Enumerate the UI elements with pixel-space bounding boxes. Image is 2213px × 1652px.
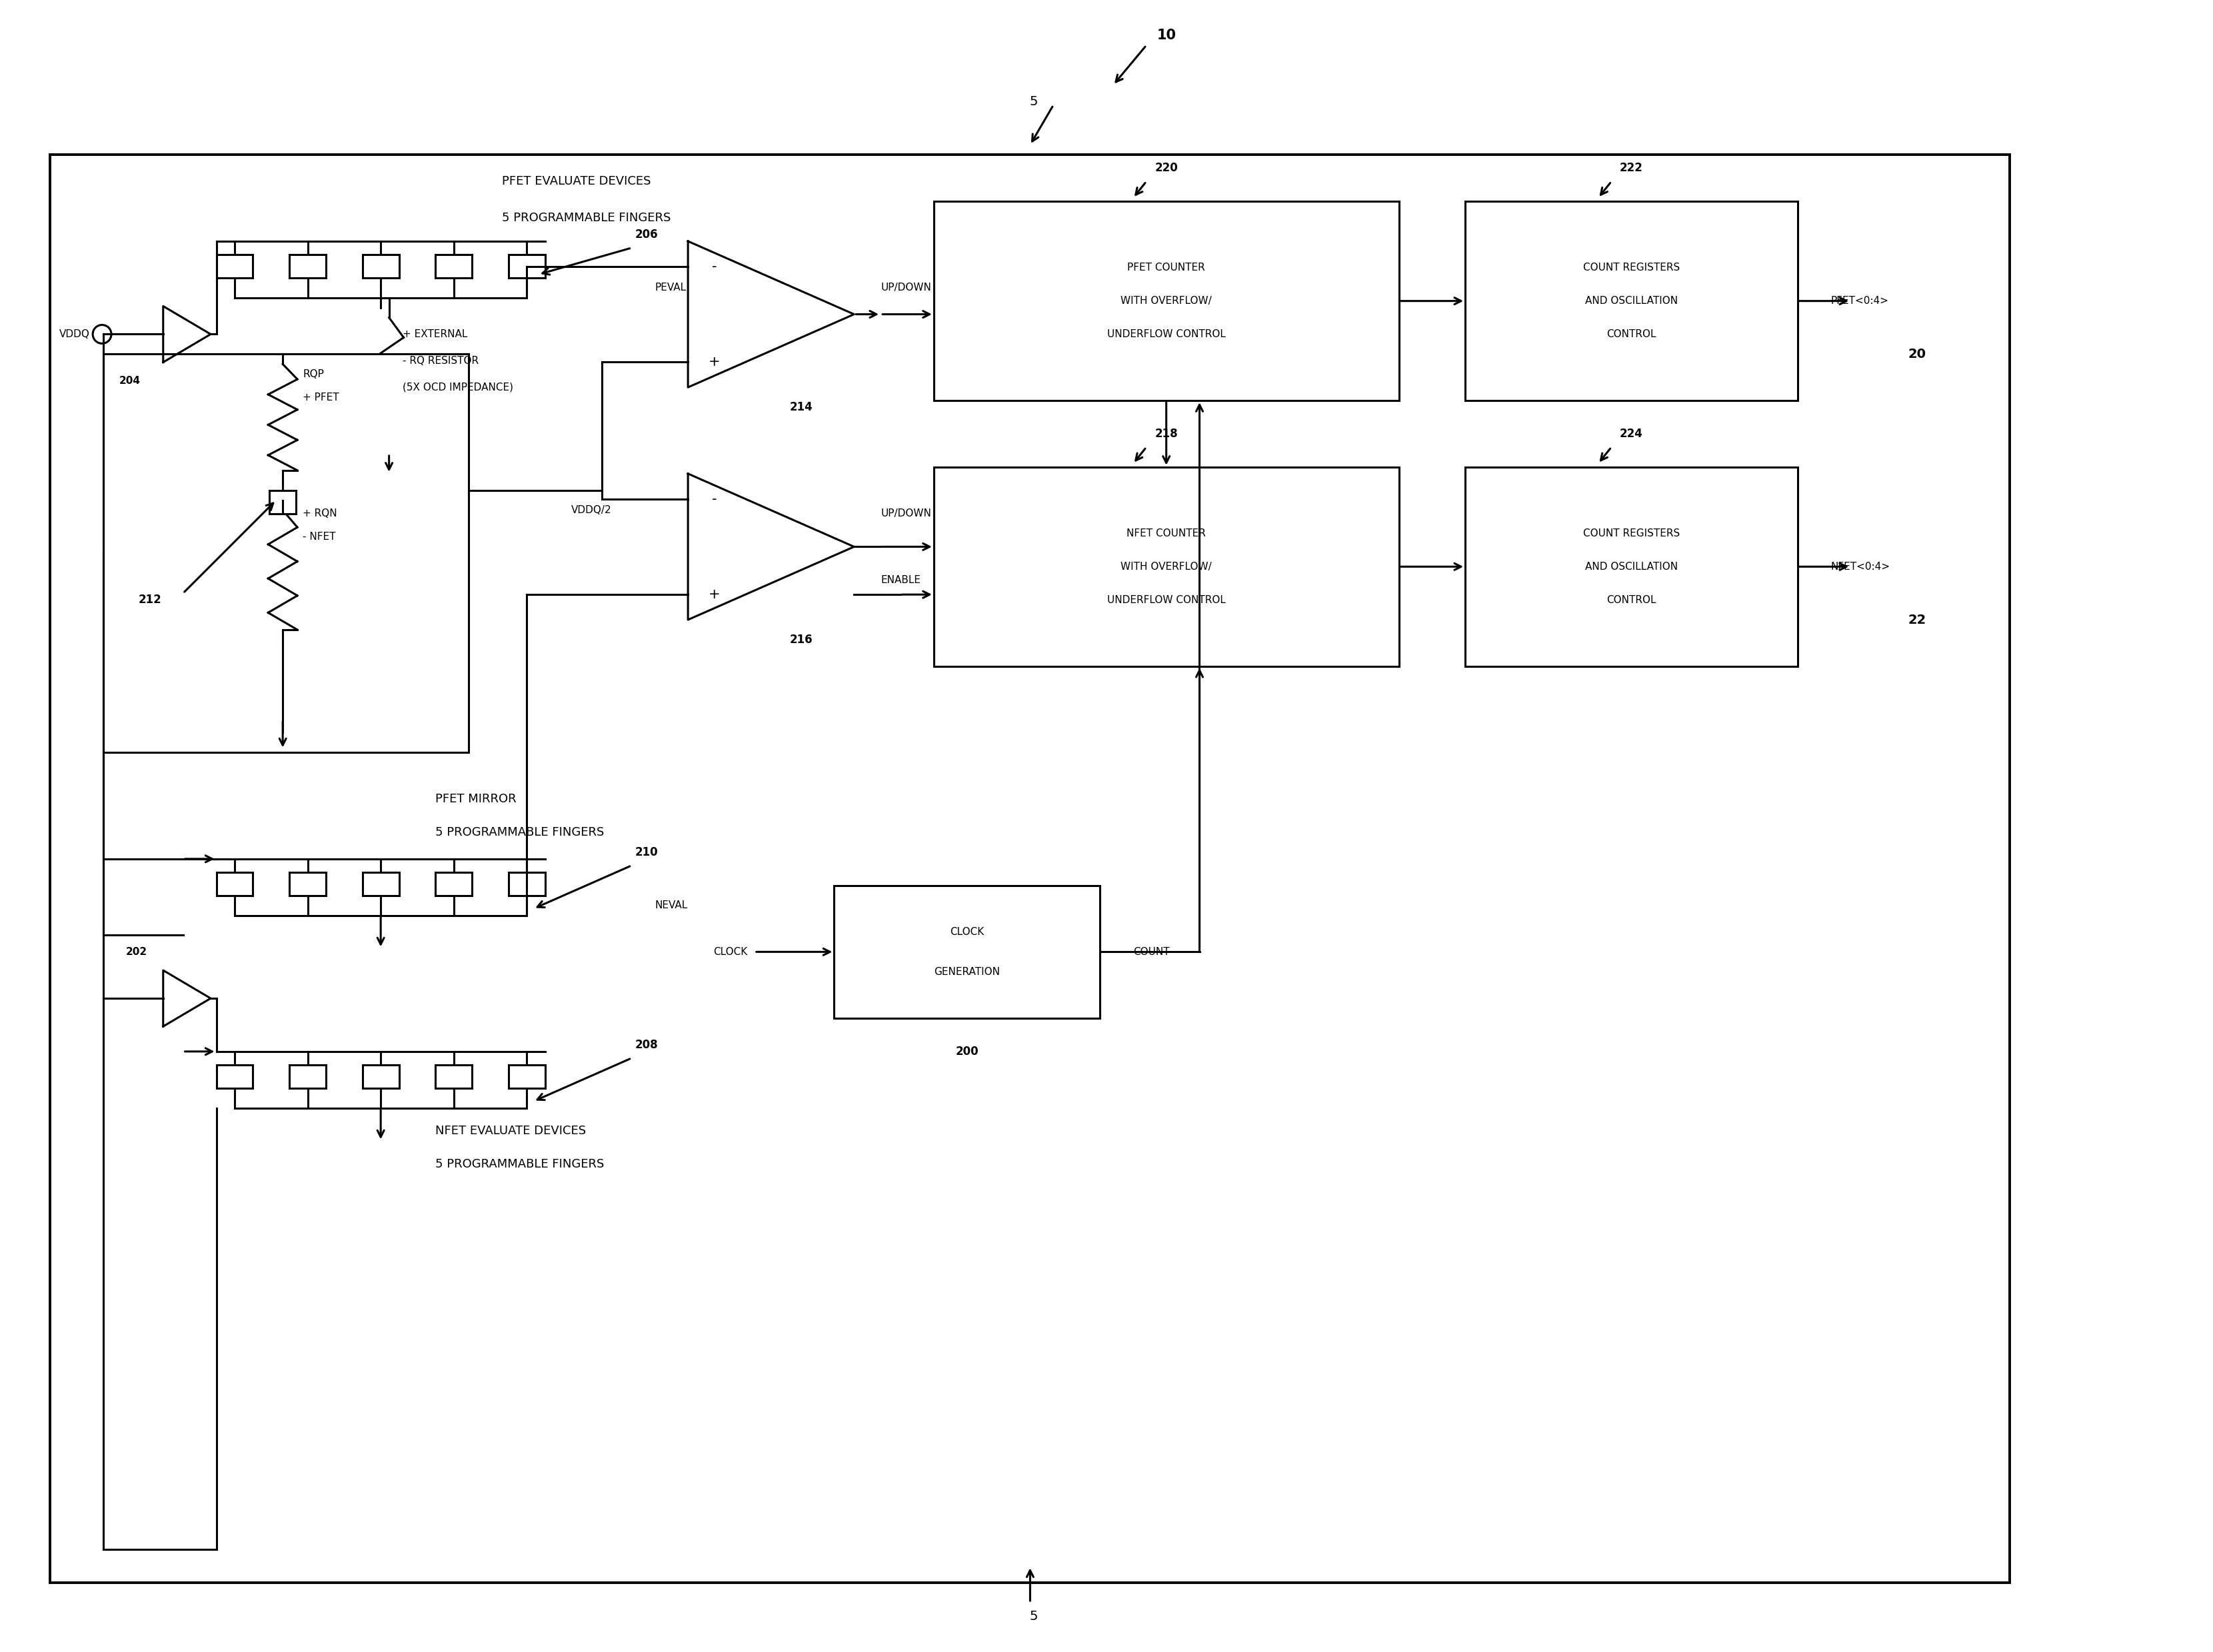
Text: 220: 220 bbox=[1155, 162, 1177, 173]
Text: 22: 22 bbox=[1908, 613, 1925, 626]
Text: +: + bbox=[708, 355, 721, 368]
Text: 20: 20 bbox=[1908, 349, 1925, 360]
Text: NFET EVALUATE DEVICES: NFET EVALUATE DEVICES bbox=[436, 1125, 586, 1137]
Text: COUNT REGISTERS: COUNT REGISTERS bbox=[1582, 529, 1680, 539]
Text: 222: 222 bbox=[1620, 162, 1642, 173]
Text: 224: 224 bbox=[1620, 428, 1642, 439]
Text: PFET MIRROR: PFET MIRROR bbox=[436, 793, 516, 805]
Bar bbox=[363, 254, 398, 278]
Text: COUNT: COUNT bbox=[1133, 947, 1168, 957]
Bar bbox=[436, 1066, 471, 1089]
Text: CLOCK: CLOCK bbox=[949, 927, 985, 937]
Polygon shape bbox=[164, 970, 210, 1026]
Text: ENABLE: ENABLE bbox=[881, 575, 921, 585]
Bar bbox=[1465, 468, 1797, 666]
Text: UP/DOWN: UP/DOWN bbox=[881, 509, 932, 519]
Text: PEVAL: PEVAL bbox=[655, 282, 686, 292]
Bar bbox=[217, 1066, 252, 1089]
Text: PFET<0:4>: PFET<0:4> bbox=[1830, 296, 1888, 306]
Text: CONTROL: CONTROL bbox=[1607, 329, 1655, 339]
Bar bbox=[509, 254, 544, 278]
Bar bbox=[834, 885, 1100, 1018]
Text: NFET COUNTER: NFET COUNTER bbox=[1126, 529, 1206, 539]
Text: GENERATION: GENERATION bbox=[934, 966, 1000, 976]
Text: PFET EVALUATE DEVICES: PFET EVALUATE DEVICES bbox=[502, 175, 651, 187]
Text: NEVAL: NEVAL bbox=[655, 900, 688, 910]
Text: UNDERFLOW CONTROL: UNDERFLOW CONTROL bbox=[1106, 329, 1226, 339]
Text: 5 PROGRAMMABLE FINGERS: 5 PROGRAMMABLE FINGERS bbox=[436, 826, 604, 838]
Text: CLOCK: CLOCK bbox=[713, 947, 748, 957]
Text: +: + bbox=[708, 588, 721, 601]
Text: + PFET: + PFET bbox=[303, 392, 339, 403]
Bar bbox=[104, 354, 469, 753]
Bar bbox=[290, 872, 325, 895]
Text: AND OSCILLATION: AND OSCILLATION bbox=[1585, 296, 1677, 306]
Text: COUNT REGISTERS: COUNT REGISTERS bbox=[1582, 263, 1680, 273]
Text: 214: 214 bbox=[790, 401, 812, 413]
Bar bbox=[436, 254, 471, 278]
Text: - RQ RESISTOR: - RQ RESISTOR bbox=[403, 355, 478, 365]
Bar bbox=[509, 872, 544, 895]
Text: WITH OVERFLOW/: WITH OVERFLOW/ bbox=[1120, 296, 1213, 306]
Text: UNDERFLOW CONTROL: UNDERFLOW CONTROL bbox=[1106, 595, 1226, 605]
Bar bbox=[934, 468, 1399, 666]
Text: 5 PROGRAMMABLE FINGERS: 5 PROGRAMMABLE FINGERS bbox=[436, 1158, 604, 1170]
Text: 202: 202 bbox=[126, 947, 148, 957]
Bar bbox=[509, 1066, 544, 1089]
Text: AND OSCILLATION: AND OSCILLATION bbox=[1585, 562, 1677, 572]
Text: 210: 210 bbox=[635, 846, 657, 859]
Text: VDDQ/2: VDDQ/2 bbox=[571, 506, 611, 515]
Text: VDDQ: VDDQ bbox=[60, 329, 91, 339]
Text: UP/DOWN: UP/DOWN bbox=[881, 282, 932, 292]
Text: NFET<0:4>: NFET<0:4> bbox=[1830, 562, 1890, 572]
Text: WITH OVERFLOW/: WITH OVERFLOW/ bbox=[1120, 562, 1213, 572]
Bar bbox=[290, 254, 325, 278]
Bar bbox=[217, 872, 252, 895]
Text: 216: 216 bbox=[790, 634, 812, 646]
Polygon shape bbox=[164, 306, 210, 362]
Text: 5: 5 bbox=[1029, 96, 1038, 107]
Text: (5X OCD IMPEDANCE): (5X OCD IMPEDANCE) bbox=[403, 382, 513, 392]
Polygon shape bbox=[688, 241, 854, 387]
Text: RQP: RQP bbox=[303, 368, 323, 378]
Text: -: - bbox=[713, 259, 717, 273]
Text: 5: 5 bbox=[1029, 1609, 1038, 1622]
Bar bbox=[436, 872, 471, 895]
Bar bbox=[363, 872, 398, 895]
Text: 204: 204 bbox=[120, 375, 142, 385]
Text: -: - bbox=[713, 492, 717, 506]
Text: 208: 208 bbox=[635, 1039, 657, 1051]
Text: + RQN: + RQN bbox=[303, 509, 336, 519]
Text: 10: 10 bbox=[1157, 28, 1175, 41]
Text: 5 PROGRAMMABLE FINGERS: 5 PROGRAMMABLE FINGERS bbox=[502, 211, 671, 225]
Bar bbox=[290, 1066, 325, 1089]
Text: 212: 212 bbox=[137, 593, 162, 606]
Text: 200: 200 bbox=[956, 1046, 978, 1057]
Text: 218: 218 bbox=[1155, 428, 1177, 439]
Text: CONTROL: CONTROL bbox=[1607, 595, 1655, 605]
Bar bbox=[217, 254, 252, 278]
Text: PFET COUNTER: PFET COUNTER bbox=[1126, 263, 1206, 273]
Text: - NFET: - NFET bbox=[303, 532, 336, 542]
Bar bbox=[363, 1066, 398, 1089]
Polygon shape bbox=[688, 474, 854, 620]
Bar bbox=[51, 155, 2009, 1583]
Bar bbox=[934, 202, 1399, 400]
Bar bbox=[1465, 202, 1797, 400]
Text: + EXTERNAL: + EXTERNAL bbox=[403, 329, 467, 339]
Text: 206: 206 bbox=[635, 228, 657, 241]
Bar bbox=[270, 491, 297, 514]
